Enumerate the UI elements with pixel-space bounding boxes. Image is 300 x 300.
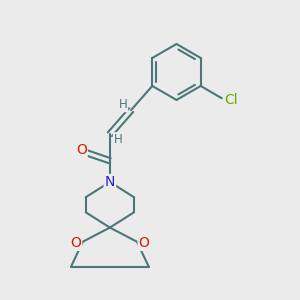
- Text: O: O: [76, 142, 87, 157]
- Text: N: N: [105, 175, 115, 189]
- Text: H: H: [118, 98, 127, 111]
- Text: Cl: Cl: [224, 93, 238, 107]
- Text: H: H: [114, 133, 122, 146]
- Text: O: O: [139, 236, 149, 250]
- Text: O: O: [70, 236, 81, 250]
